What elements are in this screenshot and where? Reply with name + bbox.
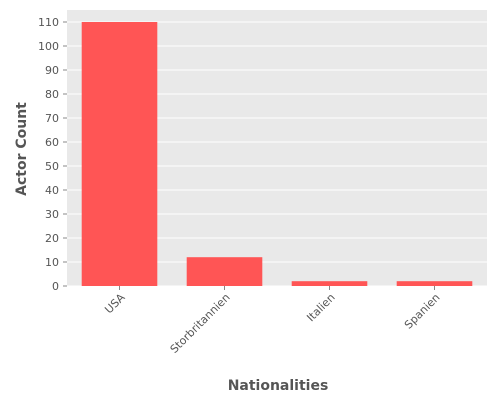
- y-tick-label: 110: [38, 16, 59, 29]
- y-tick-label: 60: [45, 136, 59, 149]
- y-tick-label: 80: [45, 88, 59, 101]
- y-tick-label: 20: [45, 232, 59, 245]
- x-tick-label: Storbritannien: [168, 291, 233, 356]
- y-tick-label: 70: [45, 112, 59, 125]
- y-tick-label: 0: [52, 280, 59, 293]
- x-tick-label: Italien: [304, 291, 337, 324]
- y-axis-ticks: 0 10 20 30 40 50 60 70 80 90 100 110: [38, 16, 67, 293]
- y-tick-label: 90: [45, 64, 59, 77]
- bar-italien: [291, 281, 368, 286]
- x-tick-label: Spanien: [402, 291, 443, 332]
- x-axis-ticks: USA Storbritannien Italien Spanien: [102, 286, 443, 356]
- y-tick-label: 30: [45, 208, 59, 221]
- x-axis-label: Nationalities: [228, 378, 329, 394]
- bar-usa: [81, 22, 158, 286]
- y-tick-label: 50: [45, 160, 59, 173]
- y-tick-label: 100: [38, 40, 59, 53]
- y-axis-label: Actor Count: [14, 102, 30, 196]
- bar-spanien: [396, 281, 473, 286]
- y-tick-label: 40: [45, 184, 59, 197]
- x-tick-label: USA: [102, 291, 128, 317]
- y-tick-label: 10: [45, 256, 59, 269]
- bar-storbritannien: [186, 257, 263, 286]
- bars: [81, 22, 473, 286]
